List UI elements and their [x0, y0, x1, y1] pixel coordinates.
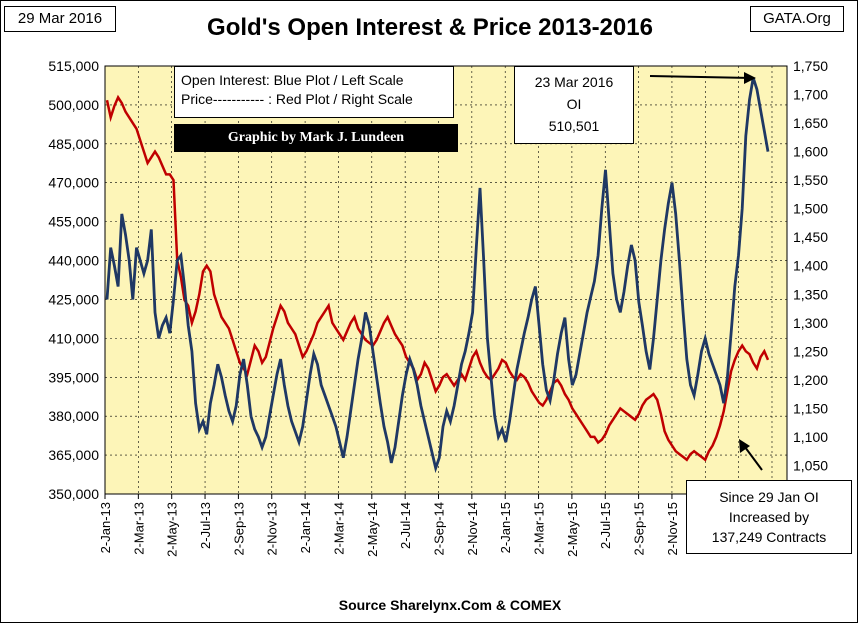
legend-line-price: Price----------- : Red Plot / Right Scal… [181, 91, 413, 107]
peak-arrowhead [744, 72, 756, 84]
y-left-tick-label: 425,000 [48, 291, 99, 307]
y-right-tick-label: 1,500 [793, 201, 828, 217]
y-axis-left: 515,000 500,000 485,000 470,000 455,000 440,0… [48, 58, 99, 502]
since-arrowhead [739, 439, 750, 453]
credit-label: Graphic by Mark J. Lundeen [174, 124, 458, 152]
x-tick-label: 2-Jan-14 [298, 502, 313, 553]
x-tick-label: 2-May-13 [165, 502, 180, 557]
source-label: Source Sharelynx.Com & COMEX [338, 597, 562, 613]
peak-label: OI [566, 96, 582, 112]
y-left-tick-label: 440,000 [48, 253, 99, 269]
y-right-tick-label: 1,350 [793, 286, 828, 302]
y-right-tick-label: 1,300 [793, 315, 828, 331]
y-left-tick-label: 410,000 [48, 330, 99, 346]
y-right-tick-label: 1,450 [793, 229, 828, 245]
since-line-3: 137,249 Contracts [711, 529, 827, 545]
y-left-tick-label: 380,000 [48, 408, 99, 424]
y-right-tick-label: 1,100 [793, 429, 828, 445]
y-left-tick-label: 485,000 [48, 136, 99, 152]
x-tick-label: 2-Mar-15 [532, 502, 547, 555]
y-left-tick-label: 500,000 [48, 97, 99, 113]
x-tick-label: 2-Mar-13 [131, 502, 146, 555]
x-tick-label: 2-Jul-15 [598, 502, 613, 549]
x-tick-label: 2-Nov-13 [265, 502, 280, 555]
since-line-2: Increased by [728, 509, 810, 525]
x-tick-label: 2-Nov-14 [465, 502, 480, 555]
x-tick-label: 2-May-15 [565, 502, 580, 557]
x-tick-label: 2-Jan-13 [98, 502, 113, 553]
open-interest-series-line [105, 77, 770, 474]
y-left-tick-label: 350,000 [48, 486, 99, 502]
y-right-tick-label: 1,050 [793, 457, 828, 473]
x-tick-label: 2-Jul-13 [198, 502, 213, 549]
legend-box: Open Interest: Blue Plot / Left Scale Pr… [174, 66, 454, 118]
x-axis: 2-Jan-13 2-Mar-13 2-May-13 2-Jul-13 2-Sep-13… [98, 502, 780, 557]
since-annotation: Since 29 Jan OI Increased by 137,249 Con… [686, 480, 852, 554]
peak-value: 510,501 [548, 118, 600, 134]
x-tick-label: 2-Sep-13 [231, 502, 246, 555]
legend-line-oi: Open Interest: Blue Plot / Left Scale [181, 72, 404, 88]
x-tick-label: 2-Sep-14 [431, 502, 446, 555]
y-right-tick-label: 1,400 [793, 258, 828, 274]
y-right-tick-label: 1,700 [793, 87, 828, 103]
y-right-tick-label: 1,650 [793, 115, 828, 131]
x-tick-label: 2-Sep-15 [632, 502, 647, 555]
y-right-tick-label: 1,550 [793, 172, 828, 188]
chart-title: Gold's Open Interest & Price 2013-2016 [207, 14, 653, 41]
annotation-arrows [649, 72, 763, 471]
y-left-tick-label: 470,000 [48, 175, 99, 191]
x-tick-label: 2-Nov-15 [665, 502, 680, 555]
y-right-tick-label: 1,750 [793, 58, 828, 74]
peak-arrow [649, 75, 753, 79]
peak-date: 23 Mar 2016 [534, 74, 614, 90]
y-axis-right: 1,750 1,700 1,650 1,600 1,550 1,500 1,450 1,400… [793, 58, 828, 473]
y-left-tick-label: 515,000 [48, 58, 99, 74]
y-right-tick-label: 1,150 [793, 400, 828, 416]
y-right-tick-label: 1,200 [793, 372, 828, 388]
since-line-1: Since 29 Jan OI [719, 489, 819, 505]
y-right-tick-label: 1,250 [793, 343, 828, 359]
y-right-tick-label: 1,600 [793, 144, 828, 160]
price-series-line [105, 94, 770, 462]
x-tick-label: 2-Mar-14 [331, 502, 346, 555]
x-tick-label: 2-Jul-14 [398, 502, 413, 549]
x-tick-label: 2-Jan-15 [498, 502, 513, 553]
site-label: GATA.Org [750, 6, 844, 32]
y-left-tick-label: 455,000 [48, 214, 99, 230]
y-left-tick-label: 395,000 [48, 369, 99, 385]
y-left-tick-label: 365,000 [48, 447, 99, 463]
date-label: 29 Mar 2016 [4, 6, 116, 32]
peak-annotation: 23 Mar 2016 OI 510,501 [514, 66, 634, 144]
x-tick-label: 2-May-14 [365, 502, 380, 557]
